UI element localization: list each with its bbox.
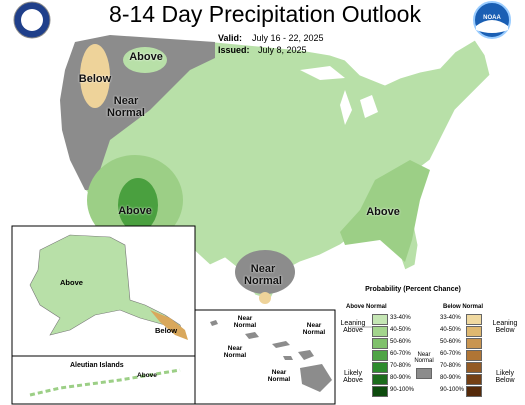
map-label: Near Normal [107,95,145,119]
below-region [80,44,110,108]
legend-label: 40-50% [390,327,411,333]
legend-swatch [372,350,388,361]
legend-swatch [466,374,482,385]
legend-title: Probability (Percent Chance) [365,286,461,293]
legend-label: 70-80% [390,363,411,369]
legend-swatch [466,350,482,361]
legend-swatch [466,314,482,325]
legend-label: 40-50% [440,327,461,333]
legend-likely-below: Likely Below [495,370,515,385]
legend-swatch [372,386,388,397]
title: 8-14 Day Precipitation Outlook [109,1,421,27]
legend-swatch [372,374,388,385]
legend-label: 50-60% [440,339,461,345]
legend-label: 80-90% [440,375,461,381]
legend-likely-above: Likely Above [343,370,363,385]
map-label: Above [129,51,163,63]
above-region [123,47,167,73]
hawaii [210,320,332,392]
hawaii-label: Near Normal [302,322,326,336]
legend-swatch [372,314,388,325]
legend-swatch [372,326,388,337]
legend-swatch [466,362,482,373]
lakes [300,66,378,125]
legend-label: 33-40% [390,315,411,321]
legend-swatch [416,368,432,379]
aleutian-label: Above [137,372,157,379]
noaa-logo-wave [476,20,508,33]
legend-label: 70-80% [440,363,461,369]
above-region-50 [118,178,158,232]
below-tx [259,292,271,304]
noaa-logo-text: NOAA [483,15,501,21]
alaska [29,234,186,339]
legend-swatch [466,326,482,337]
legend-below-title: Below Normal [443,304,484,310]
legend-above-title: Above Normal [346,304,387,310]
aleutian-box [11,355,196,405]
legend-swatch [466,386,482,397]
alaska-label: Above [60,278,83,287]
legend-near-normal: Near Normal [414,352,434,365]
hawaii-label: Near Normal [233,315,257,329]
legend-label: 60-70% [390,351,411,357]
above-region-se [340,160,430,262]
issued-label: Issued: [218,45,250,55]
doc-logo-inner [21,9,43,31]
hawaii-label: Near Normal [267,369,291,383]
aleutians [29,368,181,397]
alaska-label: Below [155,326,178,335]
aleutian-title: Aleutian Islands [70,362,124,369]
map-label: Below [78,73,112,85]
valid-date: July 16 - 22, 2025 [252,33,324,43]
alaska-below [150,310,188,340]
near-normal-tx [235,250,295,294]
valid-label: Valid: [218,33,243,43]
legend-swatch [372,362,388,373]
hawaii-box [194,309,336,405]
legend-label: 90-100% [440,387,465,393]
legend-swatch [466,338,482,349]
hawaii-label: Near Normal [223,345,247,359]
legend-label: 33-40% [440,315,461,321]
legend-label: 90-100% [390,387,415,393]
map-label: Near Normal [244,263,282,287]
map-label: Above [366,206,400,218]
legend-swatch [372,338,388,349]
legend-label: 80-90% [390,375,411,381]
legend-leaning-above: Leaning Above [340,320,366,335]
legend-leaning-below: Leaning Below [492,320,518,335]
issued-date: July 8, 2025 [258,45,307,55]
legend-label: 50-60% [390,339,411,345]
legend-label: 60-70% [440,351,461,357]
map-label: Above [118,205,152,217]
